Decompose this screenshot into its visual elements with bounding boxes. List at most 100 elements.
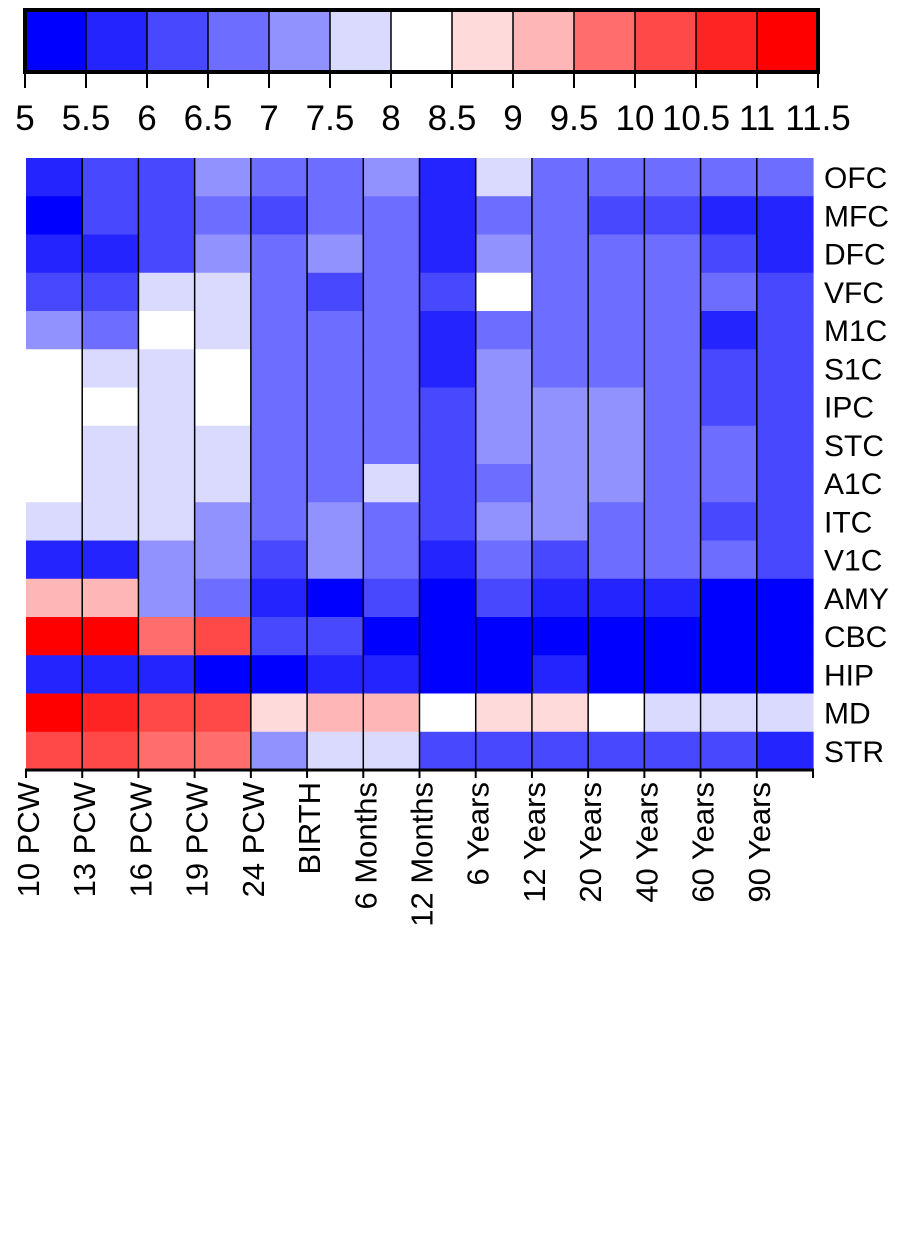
heatmap-cell [588, 272, 645, 312]
heatmap-cell [475, 464, 533, 503]
colorbar-bin [147, 10, 209, 72]
heatmap-cell [250, 617, 308, 656]
heatmap-cell [138, 578, 196, 618]
x-axis-tick-label: 12 Years [517, 782, 552, 903]
row-label: S1C [824, 353, 882, 386]
colorbar-tick-label: 10 [616, 99, 655, 138]
row-label: A1C [824, 468, 882, 501]
heatmap-cell [194, 272, 252, 312]
heatmap-cell [588, 425, 645, 465]
heatmap-cell [363, 311, 421, 350]
heatmap-cell [26, 502, 83, 542]
heatmap-cell [26, 464, 83, 503]
heatmap-cell [700, 272, 758, 312]
heatmap-cell [250, 731, 308, 771]
heatmap-cell [756, 311, 814, 350]
heatmap-cell [363, 540, 421, 580]
heatmap-cell [138, 464, 196, 503]
heatmap-cell [26, 540, 83, 580]
heatmap-cell [307, 578, 364, 618]
heatmap-cell [475, 655, 533, 695]
heatmap-cell [475, 311, 533, 350]
heatmap-cell [700, 425, 758, 465]
heatmap-cell [82, 158, 140, 197]
heatmap-cell [194, 425, 252, 465]
x-axis-tick-label: BIRTH [292, 782, 327, 874]
x-axis-tick-label: 90 Years [742, 782, 777, 903]
heatmap-cell [194, 311, 252, 350]
heatmap-cell [194, 158, 252, 197]
colorbar-tick-label: 7 [259, 99, 278, 138]
heatmap-cell [588, 617, 645, 656]
colorbar-tick-label: 11 [739, 99, 775, 138]
heatmap-cell [138, 311, 196, 350]
heatmap-grid [26, 158, 814, 771]
heatmap-cell [82, 578, 140, 618]
colorbar-bin [696, 10, 758, 72]
heatmap-cell [363, 349, 421, 389]
heatmap-cell [531, 158, 589, 197]
heatmap-cell [700, 540, 758, 580]
heatmap-cell [307, 655, 364, 695]
colorbar-tick-label: 5 [15, 99, 34, 138]
heatmap-cell [700, 502, 758, 542]
heatmap-cell [700, 349, 758, 389]
heatmap-cell [26, 655, 83, 695]
heatmap-cell [475, 617, 533, 656]
heatmap-cell [644, 655, 702, 695]
heatmap-cell [419, 655, 477, 695]
heatmap-cell [250, 693, 308, 733]
heatmap-cell [138, 502, 196, 542]
heatmap-cell [756, 387, 814, 427]
heatmap-cell [588, 731, 645, 771]
heatmap-cell [194, 655, 252, 695]
heatmap-cell [307, 196, 364, 236]
colorbar-tick-label: 9.5 [550, 99, 599, 138]
heatmap-cell [363, 731, 421, 771]
heatmap-cell [194, 731, 252, 771]
heatmap-cell [194, 349, 252, 389]
heatmap-cell [250, 655, 308, 695]
heatmap-cell [138, 234, 196, 274]
heatmap-cell [363, 578, 421, 618]
heatmap-cell [26, 349, 83, 389]
heatmap-cell [644, 617, 702, 656]
heatmap-cell [475, 234, 533, 274]
heatmap-cell [475, 425, 533, 465]
colorbar-bin [635, 10, 697, 72]
row-label: STR [824, 736, 884, 769]
heatmap-cell [588, 196, 645, 236]
heatmap-cell [419, 578, 477, 618]
heatmap-cell [26, 158, 83, 197]
heatmap-cell [26, 731, 83, 771]
heatmap-cell [307, 502, 364, 542]
heatmap-cell [756, 349, 814, 389]
heatmap-cell [250, 272, 308, 312]
colorbar-bin [452, 10, 514, 72]
heatmap-cell [307, 464, 364, 503]
heatmap-cell [756, 617, 814, 656]
colorbar-tick-label: 5.5 [62, 99, 111, 138]
heatmap-cell [138, 655, 196, 695]
heatmap-cell [194, 196, 252, 236]
heatmap-cell [531, 311, 589, 350]
heatmap-cell [250, 540, 308, 580]
heatmap-cell [82, 464, 140, 503]
heatmap-cell [82, 731, 140, 771]
heatmap-cell [307, 540, 364, 580]
row-label: AMY [824, 583, 889, 616]
heatmap-cell [307, 311, 364, 350]
colorbar-tick-label: 9 [503, 99, 522, 138]
heatmap-cell [531, 578, 589, 618]
heatmap-cell [756, 272, 814, 312]
heatmap-cell [26, 311, 83, 350]
heatmap-cell [82, 540, 140, 580]
x-axis-tick-label: 19 PCW [180, 781, 215, 897]
colorbar-bin [574, 10, 636, 72]
heatmap-cell [26, 272, 83, 312]
x-axis-tick-label: 12 Months [405, 782, 440, 927]
heatmap-cell [419, 540, 477, 580]
colorbar-bin [513, 10, 575, 72]
heatmap-cell [363, 234, 421, 274]
heatmap-cell [138, 693, 196, 733]
